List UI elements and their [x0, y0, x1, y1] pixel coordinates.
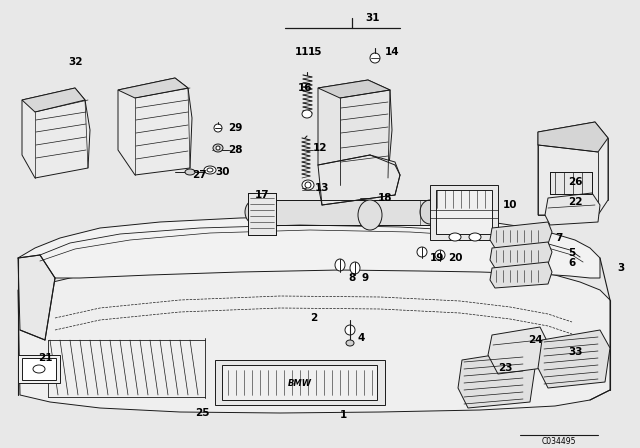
- Text: 31: 31: [365, 13, 380, 23]
- Text: 8: 8: [348, 273, 355, 283]
- Ellipse shape: [469, 233, 481, 241]
- Text: 3: 3: [617, 263, 624, 273]
- Ellipse shape: [33, 365, 45, 373]
- Text: 20: 20: [448, 253, 463, 263]
- Ellipse shape: [216, 146, 220, 150]
- Text: 33: 33: [568, 347, 582, 357]
- Ellipse shape: [435, 250, 445, 260]
- Bar: [18, 355, 60, 383]
- Polygon shape: [118, 78, 188, 98]
- Bar: [436, 190, 492, 234]
- Text: 19: 19: [430, 253, 444, 263]
- Bar: [22, 358, 56, 380]
- Polygon shape: [538, 122, 608, 152]
- Text: 30: 30: [215, 167, 230, 177]
- Ellipse shape: [345, 325, 355, 335]
- Ellipse shape: [335, 259, 345, 271]
- Bar: [550, 172, 592, 194]
- Text: 28: 28: [228, 145, 243, 155]
- Ellipse shape: [346, 340, 354, 346]
- Bar: [430, 185, 498, 240]
- Text: 27: 27: [192, 170, 207, 180]
- Text: 23: 23: [498, 363, 513, 373]
- Text: 25: 25: [195, 408, 209, 418]
- Text: 18: 18: [378, 193, 392, 203]
- Text: 14: 14: [385, 47, 399, 57]
- Text: 1: 1: [340, 410, 348, 420]
- Bar: [222, 365, 377, 400]
- Polygon shape: [490, 222, 552, 248]
- Polygon shape: [318, 80, 390, 98]
- Bar: [550, 172, 592, 194]
- Ellipse shape: [350, 262, 360, 274]
- Polygon shape: [488, 327, 548, 374]
- Ellipse shape: [185, 169, 195, 175]
- Polygon shape: [318, 155, 400, 205]
- Text: 12: 12: [313, 143, 328, 153]
- Polygon shape: [545, 193, 600, 225]
- Polygon shape: [318, 80, 392, 185]
- Text: 21: 21: [38, 353, 52, 363]
- Ellipse shape: [449, 233, 461, 241]
- Polygon shape: [538, 330, 610, 388]
- Ellipse shape: [207, 168, 213, 172]
- Text: 7: 7: [555, 233, 563, 243]
- Ellipse shape: [417, 247, 427, 257]
- Text: 11: 11: [295, 47, 310, 57]
- Text: 17: 17: [255, 190, 269, 200]
- Text: 5: 5: [568, 248, 575, 258]
- Polygon shape: [490, 242, 552, 268]
- Ellipse shape: [305, 182, 311, 188]
- Text: 22: 22: [568, 197, 582, 207]
- Ellipse shape: [214, 124, 222, 132]
- Text: 6: 6: [568, 258, 575, 268]
- Ellipse shape: [358, 200, 382, 230]
- Text: 29: 29: [228, 123, 243, 133]
- Text: 4: 4: [357, 333, 364, 343]
- Polygon shape: [458, 350, 535, 408]
- Ellipse shape: [420, 200, 440, 224]
- Text: 2: 2: [310, 313, 317, 323]
- Text: 32: 32: [68, 57, 83, 67]
- Ellipse shape: [302, 180, 314, 190]
- Ellipse shape: [213, 144, 223, 152]
- Ellipse shape: [302, 110, 312, 118]
- Polygon shape: [118, 78, 192, 175]
- Polygon shape: [22, 88, 90, 178]
- Text: 26: 26: [568, 177, 582, 187]
- Polygon shape: [538, 122, 608, 215]
- Text: 13: 13: [315, 183, 330, 193]
- Bar: [248, 193, 276, 235]
- Polygon shape: [255, 200, 430, 225]
- Polygon shape: [18, 255, 55, 340]
- Text: BMW: BMW: [288, 379, 312, 388]
- Text: 16: 16: [298, 83, 312, 93]
- Ellipse shape: [204, 166, 216, 174]
- Polygon shape: [22, 88, 85, 112]
- Text: C034495: C034495: [541, 438, 576, 447]
- Bar: [215, 360, 385, 405]
- Polygon shape: [18, 260, 610, 413]
- Text: 9: 9: [362, 273, 369, 283]
- Text: 15: 15: [308, 47, 323, 57]
- Ellipse shape: [245, 200, 265, 224]
- Polygon shape: [18, 216, 600, 278]
- Text: 10: 10: [503, 200, 518, 210]
- Polygon shape: [490, 262, 552, 288]
- Text: 24: 24: [528, 335, 543, 345]
- Ellipse shape: [370, 53, 380, 63]
